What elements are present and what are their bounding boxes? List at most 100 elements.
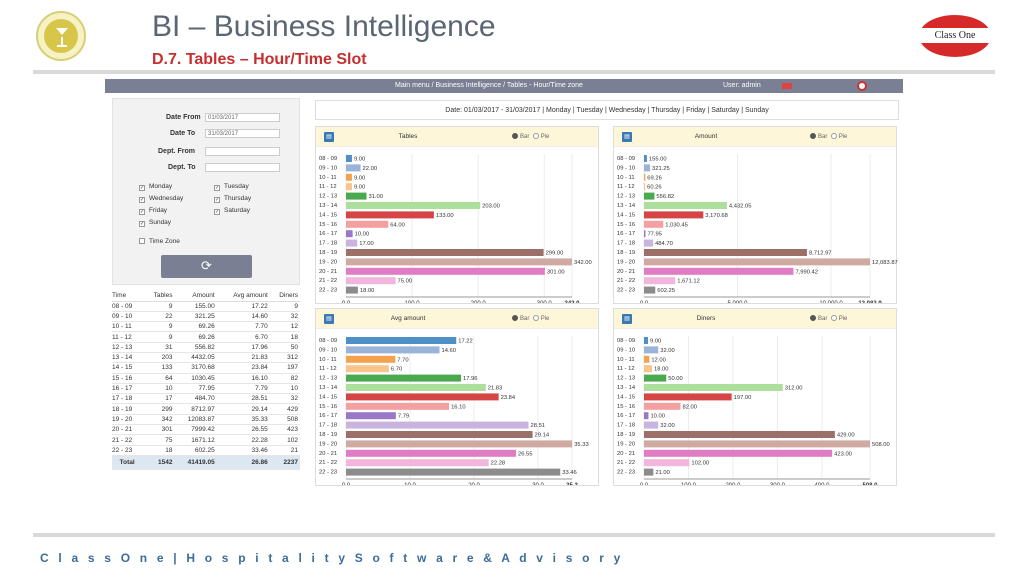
radio-pie-icon[interactable] bbox=[532, 133, 539, 139]
chart-menu-icon[interactable]: ▤ bbox=[324, 314, 334, 324]
bar[interactable] bbox=[644, 192, 655, 200]
day-checkbox-monday[interactable]: ✓ Monday bbox=[139, 183, 173, 191]
flag-icon[interactable] bbox=[782, 83, 792, 89]
bar[interactable] bbox=[346, 220, 389, 228]
bar[interactable] bbox=[644, 374, 667, 382]
bar[interactable] bbox=[346, 459, 489, 467]
chart-menu-icon[interactable]: ▤ bbox=[622, 132, 632, 142]
table-row: 20 - 21 301 7999.42 26.55 423 bbox=[112, 424, 300, 436]
bar[interactable] bbox=[346, 365, 389, 373]
bar[interactable] bbox=[346, 355, 396, 363]
bar[interactable] bbox=[644, 155, 647, 162]
bar[interactable] bbox=[644, 220, 664, 228]
date-to-input[interactable]: 31/03/2017 bbox=[205, 129, 280, 138]
day-checkbox-tuesday[interactable]: ✓ Tuesday bbox=[214, 183, 249, 191]
bar[interactable] bbox=[644, 355, 650, 363]
refresh-button[interactable]: ⟳ bbox=[161, 255, 252, 278]
radio-pie-icon[interactable] bbox=[532, 315, 539, 321]
bar[interactable] bbox=[644, 440, 870, 448]
bar[interactable] bbox=[346, 468, 561, 476]
bar[interactable] bbox=[346, 346, 440, 354]
bar[interactable] bbox=[644, 449, 833, 457]
bar[interactable] bbox=[346, 440, 573, 448]
bar[interactable] bbox=[644, 337, 649, 344]
date-from-input[interactable]: 01/03/2017 bbox=[205, 113, 280, 122]
bar[interactable] bbox=[346, 412, 396, 420]
dept-from-input[interactable] bbox=[205, 147, 280, 156]
bar[interactable] bbox=[644, 230, 646, 238]
bar[interactable] bbox=[346, 421, 529, 429]
day-checkbox-wednesday[interactable]: ✓ Wednesday bbox=[139, 195, 184, 203]
bar[interactable] bbox=[346, 431, 533, 438]
power-icon[interactable] bbox=[857, 81, 867, 91]
bar[interactable] bbox=[644, 384, 783, 391]
bar[interactable] bbox=[644, 211, 704, 219]
bar[interactable] bbox=[346, 192, 367, 200]
bar[interactable] bbox=[644, 258, 870, 266]
radio-bar-icon[interactable] bbox=[512, 315, 518, 321]
bar[interactable] bbox=[346, 374, 461, 382]
bar[interactable] bbox=[644, 164, 651, 172]
bar[interactable] bbox=[644, 286, 656, 294]
breadcrumb[interactable]: Main menu / Business Intelligence / Tabl… bbox=[395, 82, 583, 89]
bar[interactable] bbox=[644, 365, 653, 373]
table-cell: 13 - 14 bbox=[112, 352, 145, 364]
bar[interactable] bbox=[346, 337, 457, 344]
dept-to-input[interactable] bbox=[205, 163, 280, 172]
bar[interactable] bbox=[644, 202, 727, 209]
bar[interactable] bbox=[644, 412, 649, 420]
bar[interactable] bbox=[644, 459, 690, 467]
bar[interactable] bbox=[644, 402, 681, 410]
bar[interactable] bbox=[346, 202, 481, 209]
day-checkbox-thursday[interactable]: ✓ Thursday bbox=[214, 195, 252, 203]
bar[interactable] bbox=[346, 267, 545, 275]
table-cell: 12083.87 bbox=[174, 414, 217, 426]
radio-pie-icon[interactable] bbox=[830, 133, 837, 139]
bar[interactable] bbox=[346, 402, 450, 410]
bar[interactable] bbox=[644, 393, 732, 401]
bar[interactable] bbox=[346, 239, 358, 247]
chart-menu-icon[interactable]: ▤ bbox=[622, 314, 632, 324]
time-zone-checkbox[interactable]: Time Zone bbox=[139, 238, 180, 245]
bar[interactable] bbox=[346, 173, 352, 181]
bar[interactable] bbox=[346, 230, 353, 238]
chart-type-options[interactable]: Bar Pie bbox=[512, 127, 549, 147]
bar[interactable] bbox=[346, 277, 396, 285]
bar[interactable] bbox=[346, 164, 361, 172]
bar[interactable] bbox=[644, 239, 654, 247]
bar[interactable] bbox=[346, 249, 544, 256]
chart-type-options[interactable]: Bar Pie bbox=[810, 309, 847, 329]
bar[interactable] bbox=[346, 183, 352, 191]
bar[interactable] bbox=[644, 277, 676, 285]
day-checkbox-friday[interactable]: ✓ Friday bbox=[139, 207, 168, 215]
category-label: 15 - 16 bbox=[319, 222, 337, 228]
radio-bar-icon[interactable] bbox=[810, 133, 816, 139]
bar[interactable] bbox=[644, 183, 646, 191]
bar[interactable] bbox=[346, 449, 516, 457]
bar[interactable] bbox=[644, 421, 659, 429]
bar[interactable] bbox=[644, 267, 794, 275]
day-checkbox-saturday[interactable]: ✓ Saturday bbox=[214, 207, 251, 215]
bar[interactable] bbox=[346, 258, 572, 266]
bar[interactable] bbox=[346, 155, 352, 162]
chart-menu-icon[interactable]: ▤ bbox=[324, 132, 334, 142]
bar[interactable] bbox=[346, 384, 486, 391]
bar[interactable] bbox=[644, 249, 807, 256]
page-title: BI – Business Intelligence bbox=[152, 10, 496, 43]
bar[interactable] bbox=[644, 468, 654, 476]
radio-bar-icon[interactable] bbox=[512, 133, 518, 139]
bar[interactable] bbox=[644, 173, 646, 181]
x-tick-label: 100.0 bbox=[681, 483, 697, 485]
radio-bar-icon[interactable] bbox=[810, 315, 816, 321]
day-checkbox-sunday[interactable]: ✓ Sunday bbox=[139, 219, 172, 227]
chart-type-options[interactable]: Bar Pie bbox=[810, 127, 847, 147]
bar[interactable] bbox=[346, 393, 499, 401]
bar[interactable] bbox=[644, 346, 659, 354]
bar[interactable] bbox=[644, 431, 835, 438]
table-row: 22 - 23 18 602.25 33.46 21 bbox=[112, 445, 300, 456]
bar[interactable] bbox=[346, 211, 434, 219]
chart-type-options[interactable]: Bar Pie bbox=[512, 309, 549, 329]
bar[interactable] bbox=[346, 286, 358, 294]
radio-pie-icon[interactable] bbox=[830, 315, 837, 321]
table-cell: 64 bbox=[144, 373, 175, 384]
